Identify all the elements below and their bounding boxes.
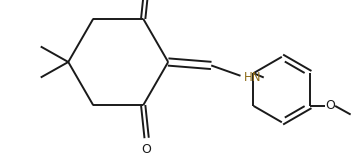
Text: O: O	[326, 99, 336, 112]
Text: O: O	[142, 143, 152, 155]
Text: HN: HN	[244, 71, 261, 84]
